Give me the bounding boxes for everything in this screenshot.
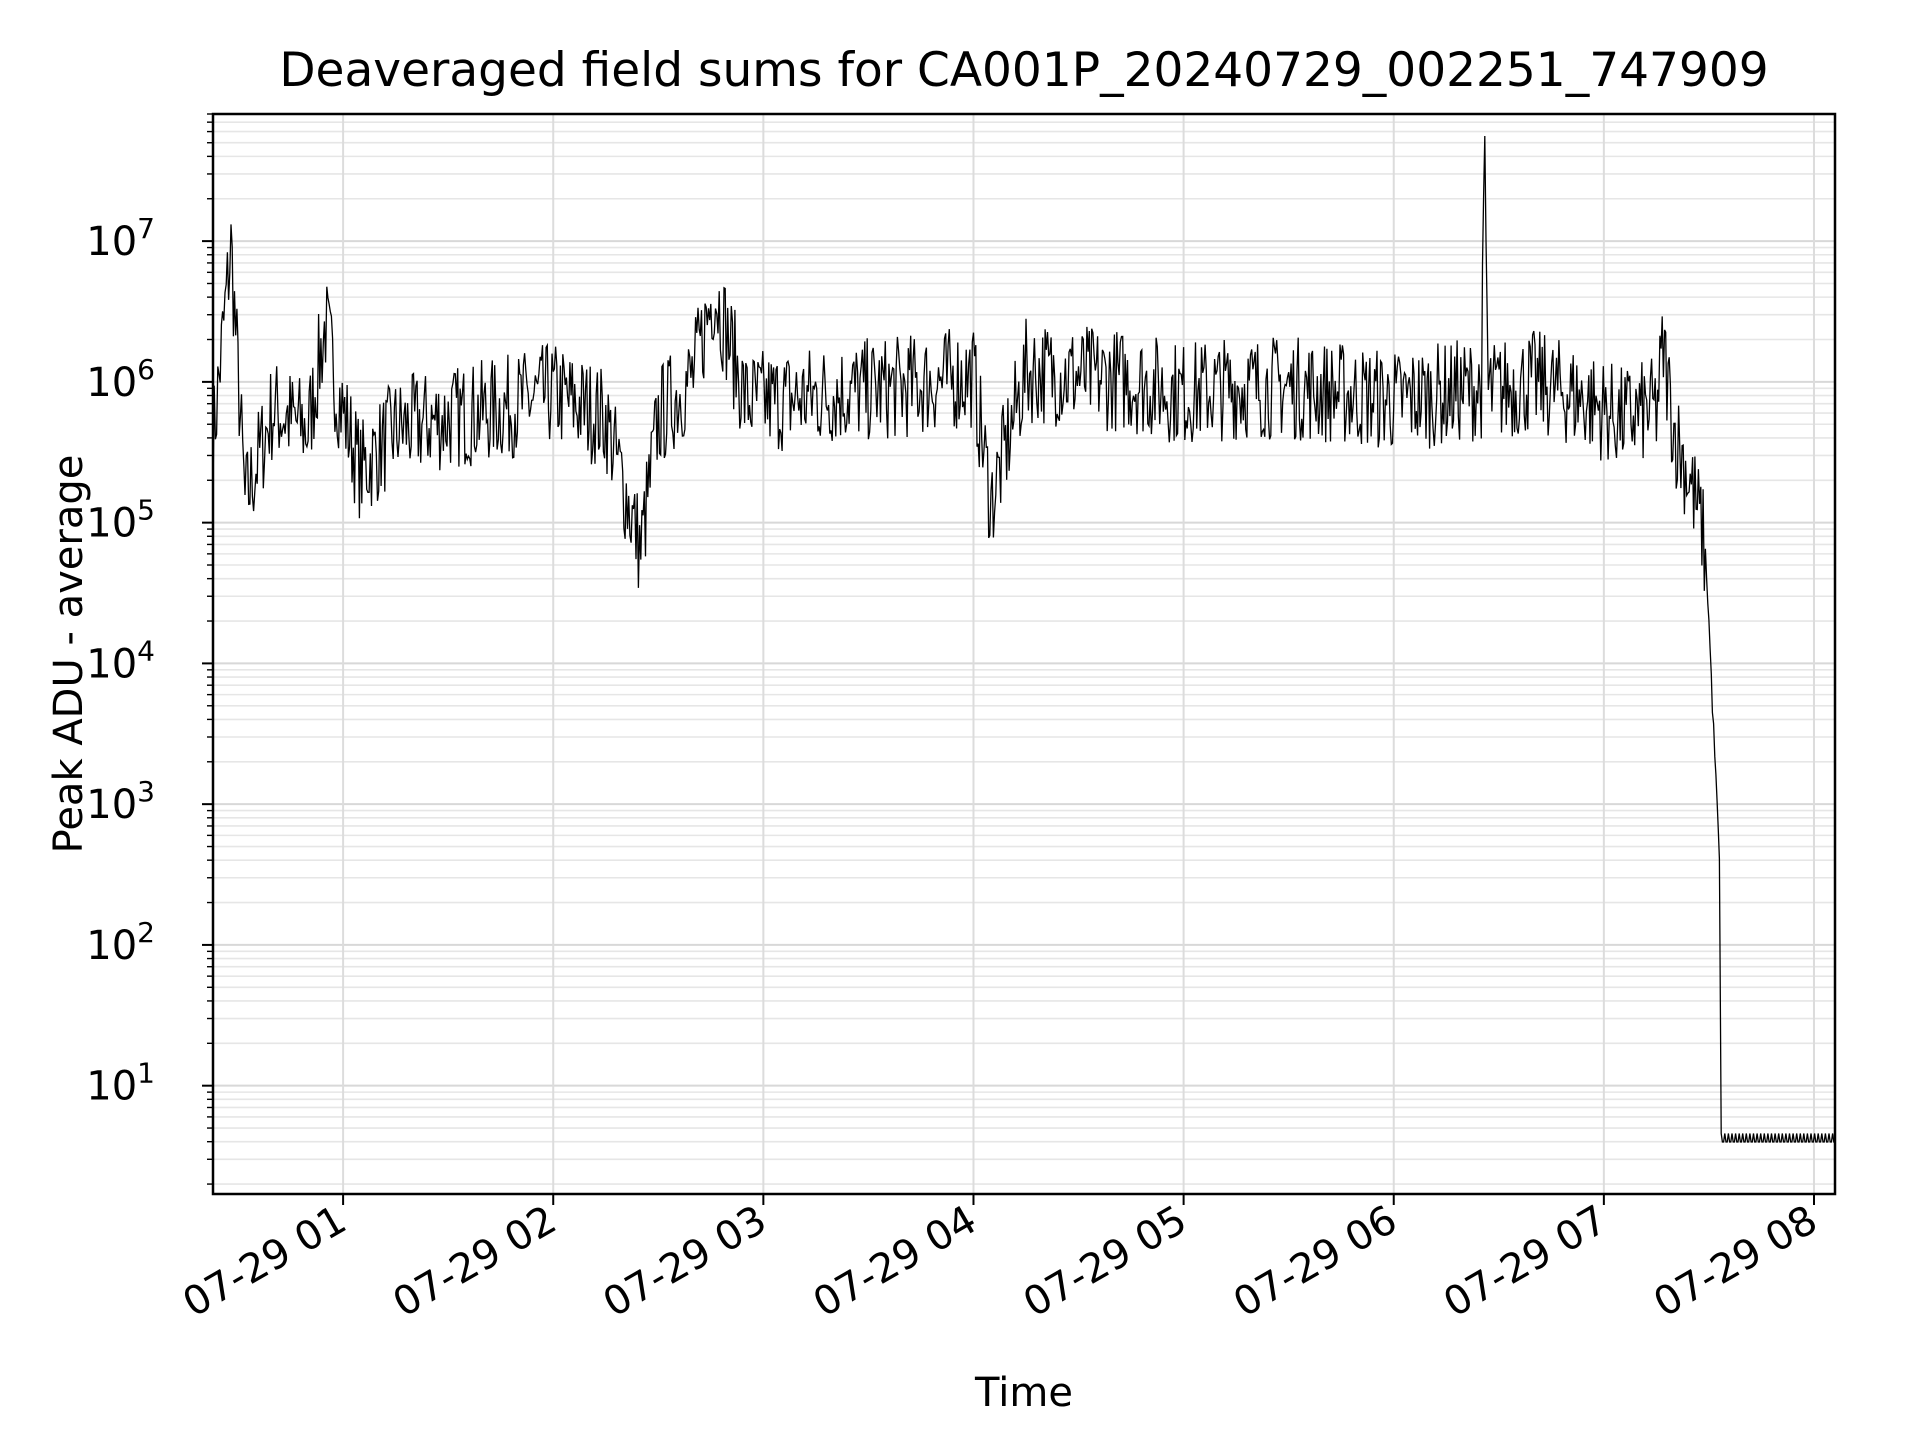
grid-layer <box>213 113 1835 1194</box>
y-tick-label: 106 <box>86 353 155 406</box>
y-tick-label: 103 <box>86 775 155 828</box>
y-tick-label-base: 10 <box>86 1064 137 1110</box>
y-tick-label-base: 10 <box>86 782 137 828</box>
y-tick-label-exponent: 7 <box>137 212 155 245</box>
y-tick-label-base: 10 <box>86 360 137 406</box>
y-tick-label-exponent: 1 <box>137 1057 155 1090</box>
x-axis-label: Time <box>974 1370 1073 1416</box>
y-tick-label-exponent: 3 <box>137 775 155 808</box>
y-tick-label-exponent: 5 <box>137 494 155 527</box>
y-tick-label-base: 10 <box>86 923 137 969</box>
y-tick-label: 105 <box>86 494 155 547</box>
y-axis-label: Peak ADU - average <box>46 455 92 854</box>
y-tick-label-base: 10 <box>86 219 137 265</box>
y-tick-label: 107 <box>86 212 155 265</box>
y-tick-label: 101 <box>86 1057 155 1110</box>
y-tick-label-exponent: 2 <box>137 916 155 949</box>
y-tick-label-base: 10 <box>86 501 137 547</box>
y-tick-label: 102 <box>86 916 155 969</box>
series-layer <box>212 135 1836 1143</box>
series-line <box>212 135 1836 1143</box>
chart-title: Deaveraged field sums for CA001P_2024072… <box>279 43 1768 98</box>
y-tick-label-exponent: 6 <box>137 353 155 386</box>
plot-frame <box>211 112 1837 1196</box>
y-tick-label-base: 10 <box>86 641 137 687</box>
y-tick-label: 104 <box>86 634 155 687</box>
y-tick-label-exponent: 4 <box>137 634 155 667</box>
